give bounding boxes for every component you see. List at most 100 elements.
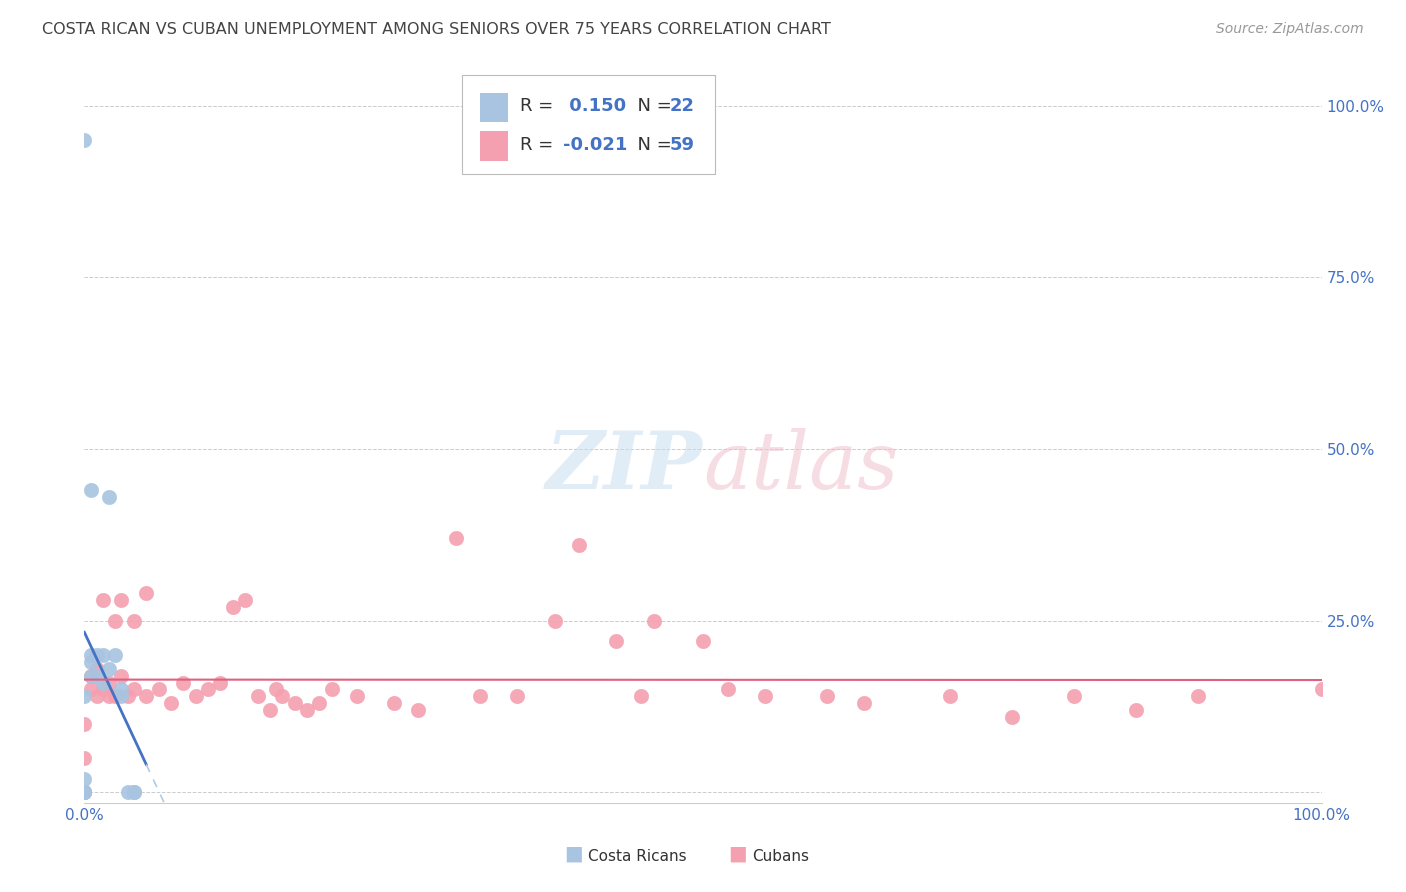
Point [939,690,962,704]
Point [382,696,405,710]
Point [122,785,145,799]
Point [73,716,96,731]
Point [1310,682,1333,697]
Point [98,662,121,676]
Point [246,690,269,704]
Point [104,614,127,628]
Point [122,614,145,628]
Point [160,696,183,710]
Text: COSTA RICAN VS CUBAN UNEMPLOYMENT AMONG SENIORS OVER 75 YEARS CORRELATION CHART: COSTA RICAN VS CUBAN UNEMPLOYMENT AMONG … [42,22,831,37]
Point [104,690,127,704]
Text: Cubans: Cubans [752,849,810,863]
Text: 59: 59 [669,136,695,153]
Point [79,648,101,662]
Point [79,655,101,669]
Text: R =: R = [520,97,558,115]
Point [184,690,207,704]
Point [1063,690,1085,704]
Point [98,675,121,690]
Text: Source: ZipAtlas.com: Source: ZipAtlas.com [1216,22,1364,37]
Point [91,675,114,690]
Text: atlas: atlas [703,427,898,505]
FancyBboxPatch shape [481,93,508,122]
Point [110,682,132,697]
Point [91,593,114,607]
Point [79,669,101,683]
Point [148,682,170,697]
Point [172,675,194,690]
Text: ▪: ▪ [727,840,748,869]
Point [284,696,307,710]
FancyBboxPatch shape [481,131,508,161]
Point [346,690,368,704]
Point [73,772,96,786]
Point [259,703,281,717]
Point [73,785,96,799]
Point [73,133,96,147]
Text: ZIP: ZIP [546,427,703,505]
Point [470,690,492,704]
Point [86,669,108,683]
Point [692,634,714,648]
Point [852,696,875,710]
Text: ▪: ▪ [562,840,583,869]
Point [717,682,740,697]
Point [122,682,145,697]
Point [1001,710,1024,724]
Point [91,648,114,662]
Point [79,669,101,683]
Text: -0.021: -0.021 [564,136,627,153]
Point [86,662,108,676]
Text: Costa Ricans: Costa Ricans [588,849,686,863]
Point [643,614,665,628]
Text: 22: 22 [669,97,695,115]
Point [110,593,132,607]
Point [110,690,132,704]
Point [630,690,652,704]
Point [135,586,157,600]
Point [73,785,96,799]
Point [110,669,132,683]
Text: R =: R = [520,136,558,153]
Point [135,690,157,704]
Text: N =: N = [626,97,678,115]
Point [271,690,294,704]
Point [321,682,343,697]
Point [295,703,318,717]
Point [815,690,838,704]
Point [408,703,430,717]
FancyBboxPatch shape [461,75,716,174]
Point [308,696,330,710]
Point [605,634,627,648]
Point [543,614,565,628]
Point [117,785,139,799]
Point [86,648,108,662]
Point [73,785,96,799]
Point [117,690,139,704]
Point [73,690,96,704]
Point [233,593,256,607]
Text: 0.150: 0.150 [564,97,626,115]
Point [79,682,101,697]
Point [222,600,245,615]
Point [104,648,127,662]
Point [98,690,121,704]
Point [506,690,529,704]
Point [122,785,145,799]
Point [79,483,101,498]
Point [444,532,467,546]
Point [264,682,287,697]
Point [73,785,96,799]
Point [86,690,108,704]
Point [197,682,219,697]
Text: N =: N = [626,136,678,153]
Point [1125,703,1147,717]
Point [209,675,232,690]
Point [98,490,121,504]
Point [73,751,96,765]
Point [754,690,776,704]
Point [568,538,591,552]
Point [91,682,114,697]
Point [73,785,96,799]
Point [1187,690,1209,704]
